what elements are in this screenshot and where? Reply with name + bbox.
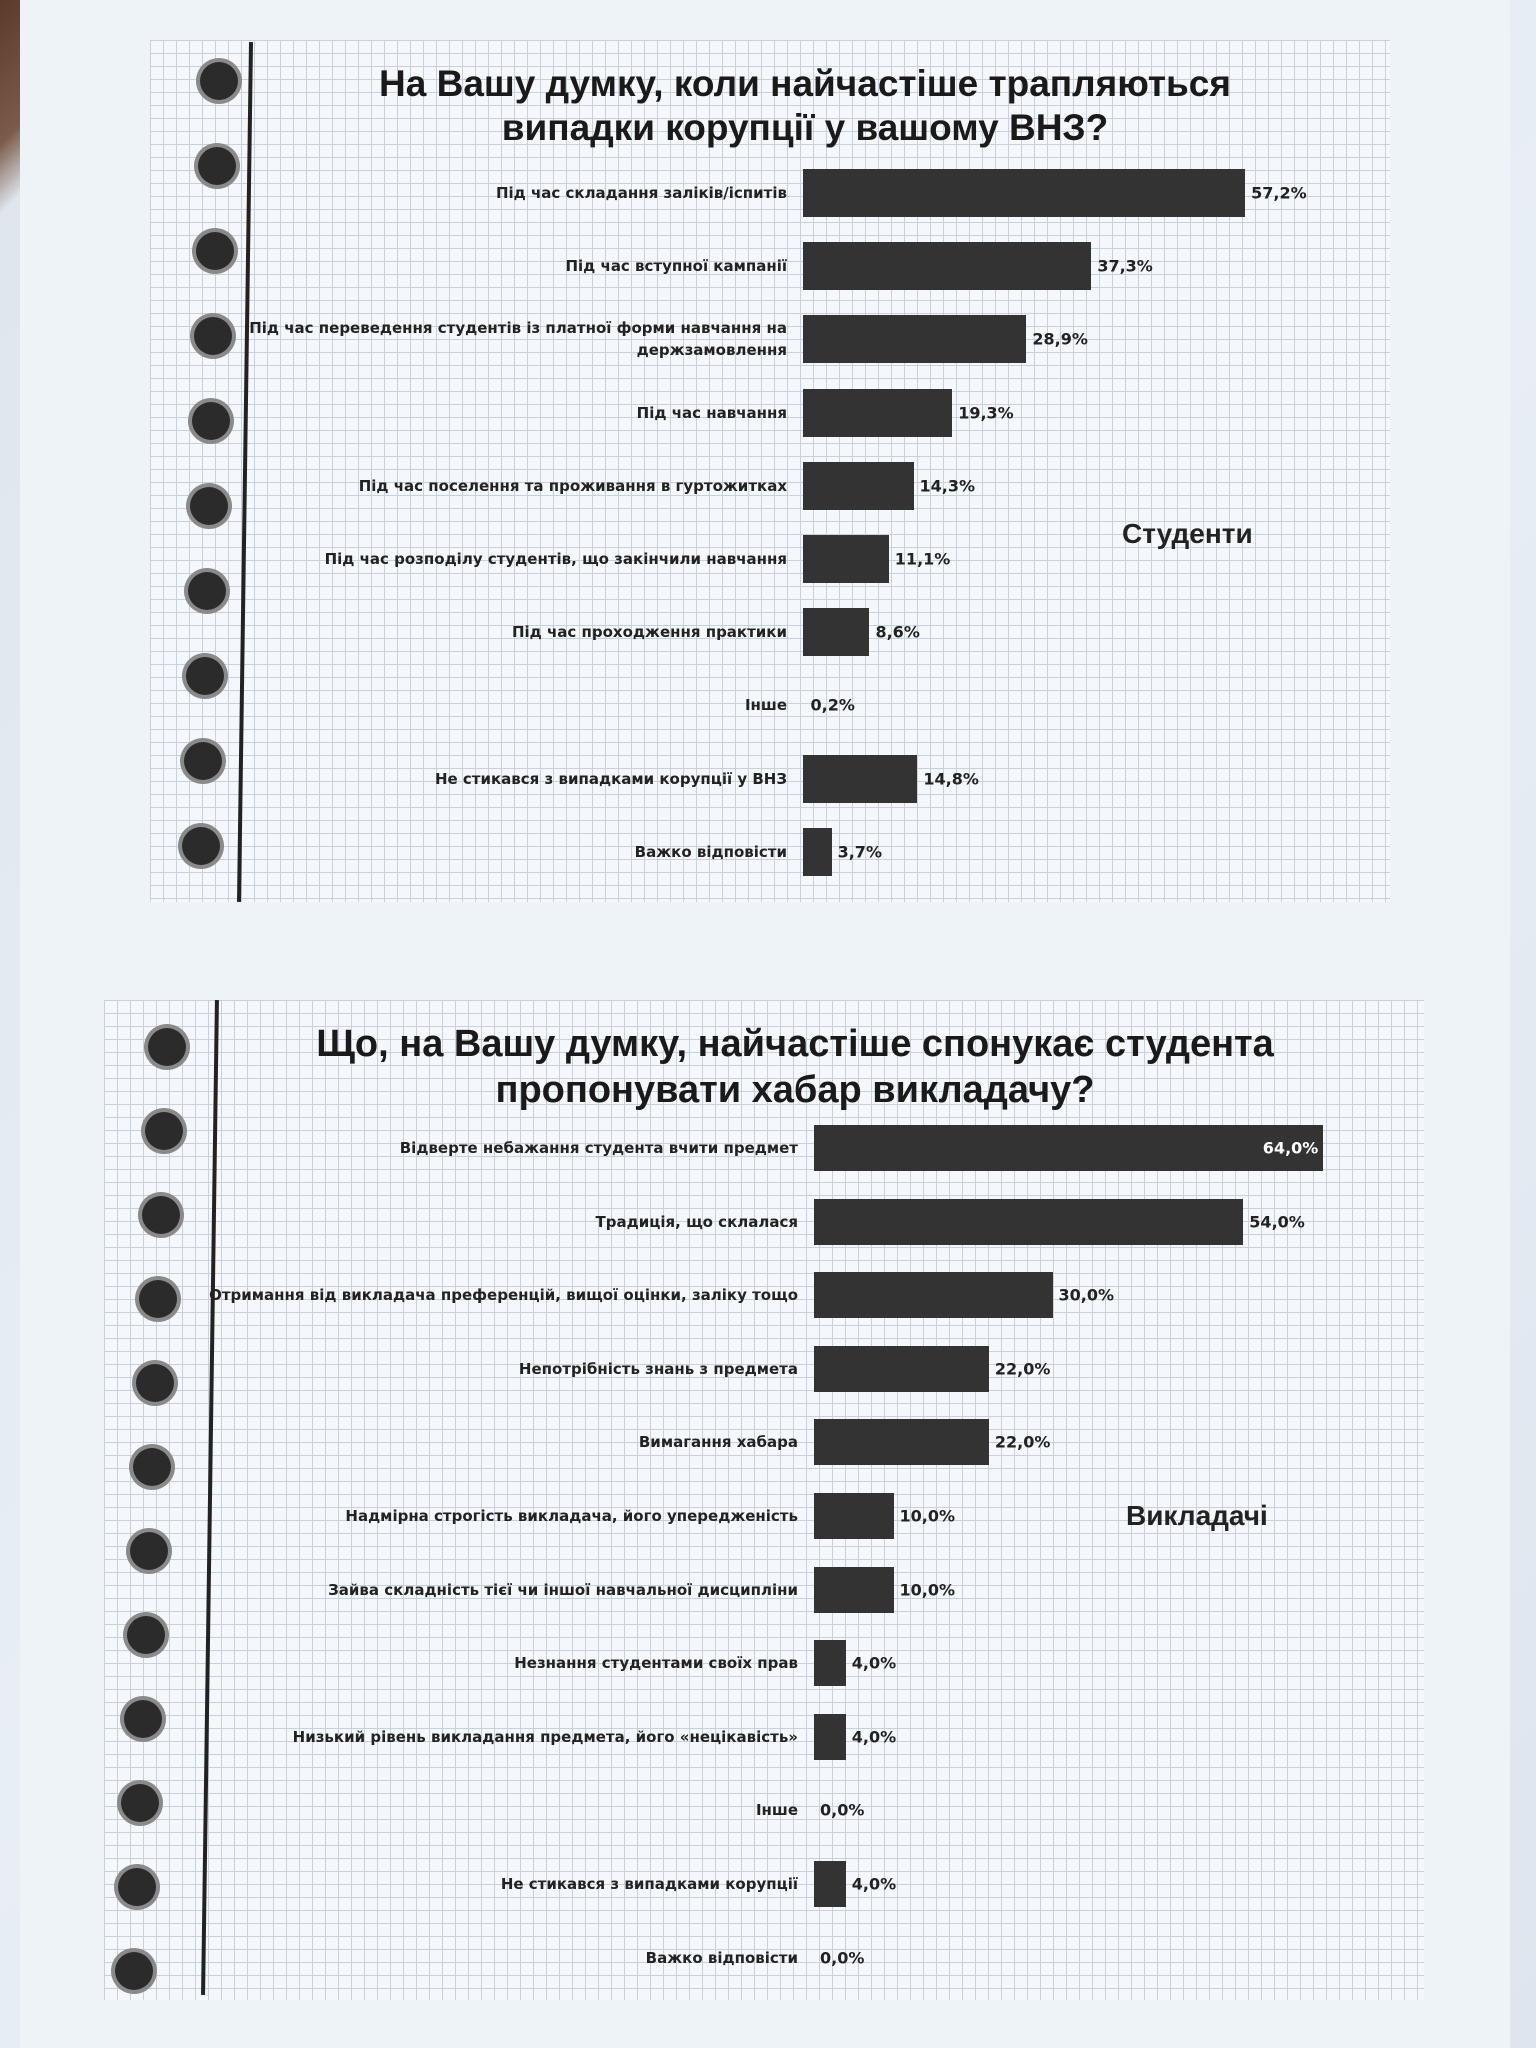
data-label: 19,3% <box>958 403 1014 423</box>
category-label: Під час розподілу студентів, що закінчил… <box>324 550 787 568</box>
category-label: Вимагання хабара <box>638 1433 798 1452</box>
data-label: 14,3% <box>919 476 976 496</box>
bar <box>814 1566 894 1613</box>
binder-ring-icon <box>121 1784 159 1822</box>
category-label: Не стикався з випадками корупції <box>500 1875 798 1893</box>
group-label-teachers: Викладачі <box>1126 1500 1268 1531</box>
bar <box>803 754 918 803</box>
bar <box>814 1419 989 1466</box>
category-label: Під час проходження практики <box>511 623 787 642</box>
category-label: Під час складання заліків/іспитів <box>495 184 787 202</box>
bar <box>803 461 914 510</box>
data-label: 4,0% <box>851 1653 897 1673</box>
binder-ring-icon <box>139 1280 177 1318</box>
bar <box>814 1198 1244 1245</box>
binder-ring-icon <box>115 1952 153 1990</box>
category-label: Інше <box>744 696 787 715</box>
binder-ring-icon <box>118 1868 156 1906</box>
data-label: 54,0% <box>1249 1212 1305 1232</box>
category-label: Зайва складність тієї чи іншої навчально… <box>328 1580 798 1599</box>
binder-ring-icon <box>196 232 234 270</box>
binder-ring-icon <box>194 317 232 355</box>
data-label: 57,2% <box>1251 183 1307 203</box>
bar <box>803 827 832 876</box>
bar <box>803 608 870 657</box>
bar <box>803 315 1027 364</box>
category-label: Під час навчання <box>636 403 787 422</box>
category-label: Надмірна строгість викладача, його упере… <box>345 1507 798 1525</box>
category-label: Незнання студентами своїх прав <box>514 1654 798 1673</box>
data-label: 4,0% <box>851 1874 897 1894</box>
data-label: 30,0% <box>1058 1285 1115 1305</box>
binder-ring-icon <box>133 1448 171 1486</box>
data-label: 22,0% <box>994 1359 1051 1379</box>
bar <box>803 535 889 583</box>
binder-ring-icon <box>127 1616 165 1654</box>
binder-ring-icon <box>142 1196 180 1234</box>
category-label: Непотрібність знань з предмета <box>518 1359 798 1378</box>
bar <box>814 1493 894 1539</box>
binder-ring-icon <box>145 1112 183 1150</box>
binder-ring-icon <box>148 1028 186 1066</box>
binder-ring-icon <box>192 402 230 440</box>
group-label-students: Студенти <box>1122 518 1253 549</box>
category-label: Під час поселення та проживання в гуртож… <box>358 476 787 495</box>
data-label: 28,9% <box>1032 329 1088 349</box>
category-label: Важко відповісти <box>634 842 787 861</box>
chart-title: Що, на Вашу думку, найчастіше спонукає с… <box>230 1022 1360 1113</box>
chart-title-line: пропонувати хабар викладачу? <box>495 1068 1095 1111</box>
chart-title: На Вашу думку, коли найчастіше трапляють… <box>250 62 1360 151</box>
category-label: Не стикався з випадками корупції у ВНЗ <box>434 769 787 788</box>
binder-ring-icon <box>130 1532 168 1570</box>
category-label: Під час вступної кампанії <box>565 257 787 276</box>
bar <box>803 169 1246 217</box>
bar <box>814 1713 846 1760</box>
data-label: 0,2% <box>810 695 855 715</box>
binder-ring-icon <box>188 572 226 610</box>
data-label: 8,6% <box>875 622 920 642</box>
binder-ring-icon <box>200 62 238 100</box>
data-label: 3,7% <box>837 842 882 862</box>
binder-ring-icon <box>184 742 222 780</box>
category-label: Традиція, що склалася <box>595 1212 798 1231</box>
data-label: 0,0% <box>820 1948 865 1968</box>
category-label: Інше <box>755 1801 798 1820</box>
data-label: 64,0% <box>1262 1138 1319 1158</box>
binder-ring-icon <box>136 1364 174 1402</box>
category-label: Відверте небажання студента вчити предме… <box>399 1139 798 1157</box>
data-label: 10,0% <box>899 1580 956 1600</box>
category-label: Під час переведення студентів із платної… <box>249 319 787 360</box>
bar <box>814 1861 846 1907</box>
category-label: Отримання від викладача преференцій, вищ… <box>209 1286 798 1305</box>
bar <box>803 242 1092 291</box>
data-label: 22,0% <box>994 1432 1051 1452</box>
chart-title-line: випадки корупції у вашому ВНЗ? <box>501 107 1109 149</box>
bar <box>814 1640 846 1687</box>
data-label: 0,0% <box>820 1800 865 1820</box>
chart-title-line: На Вашу думку, коли найчастіше трапляють… <box>379 63 1231 104</box>
bar <box>814 1125 1323 1171</box>
binder-ring-icon <box>182 827 220 865</box>
bar <box>803 388 953 437</box>
data-label: 4,0% <box>851 1727 897 1747</box>
bar <box>814 1272 1053 1319</box>
data-label: 14,8% <box>923 769 979 789</box>
binder-ring-icon <box>186 657 224 695</box>
binder-ring-icon <box>124 1700 162 1738</box>
data-label: 11,1% <box>894 549 951 569</box>
bar <box>814 1345 989 1392</box>
data-label: 10,0% <box>899 1506 956 1526</box>
data-label: 37,3% <box>1097 256 1153 276</box>
chart-title-line: Що, на Вашу думку, найчастіше спонукає с… <box>316 1023 1274 1065</box>
category-label: Важко відповісти <box>645 1948 798 1967</box>
category-label: Низький рівень викладання предмета, його… <box>292 1727 798 1746</box>
binder-ring-icon <box>190 487 228 525</box>
binder-ring-icon <box>198 147 236 185</box>
